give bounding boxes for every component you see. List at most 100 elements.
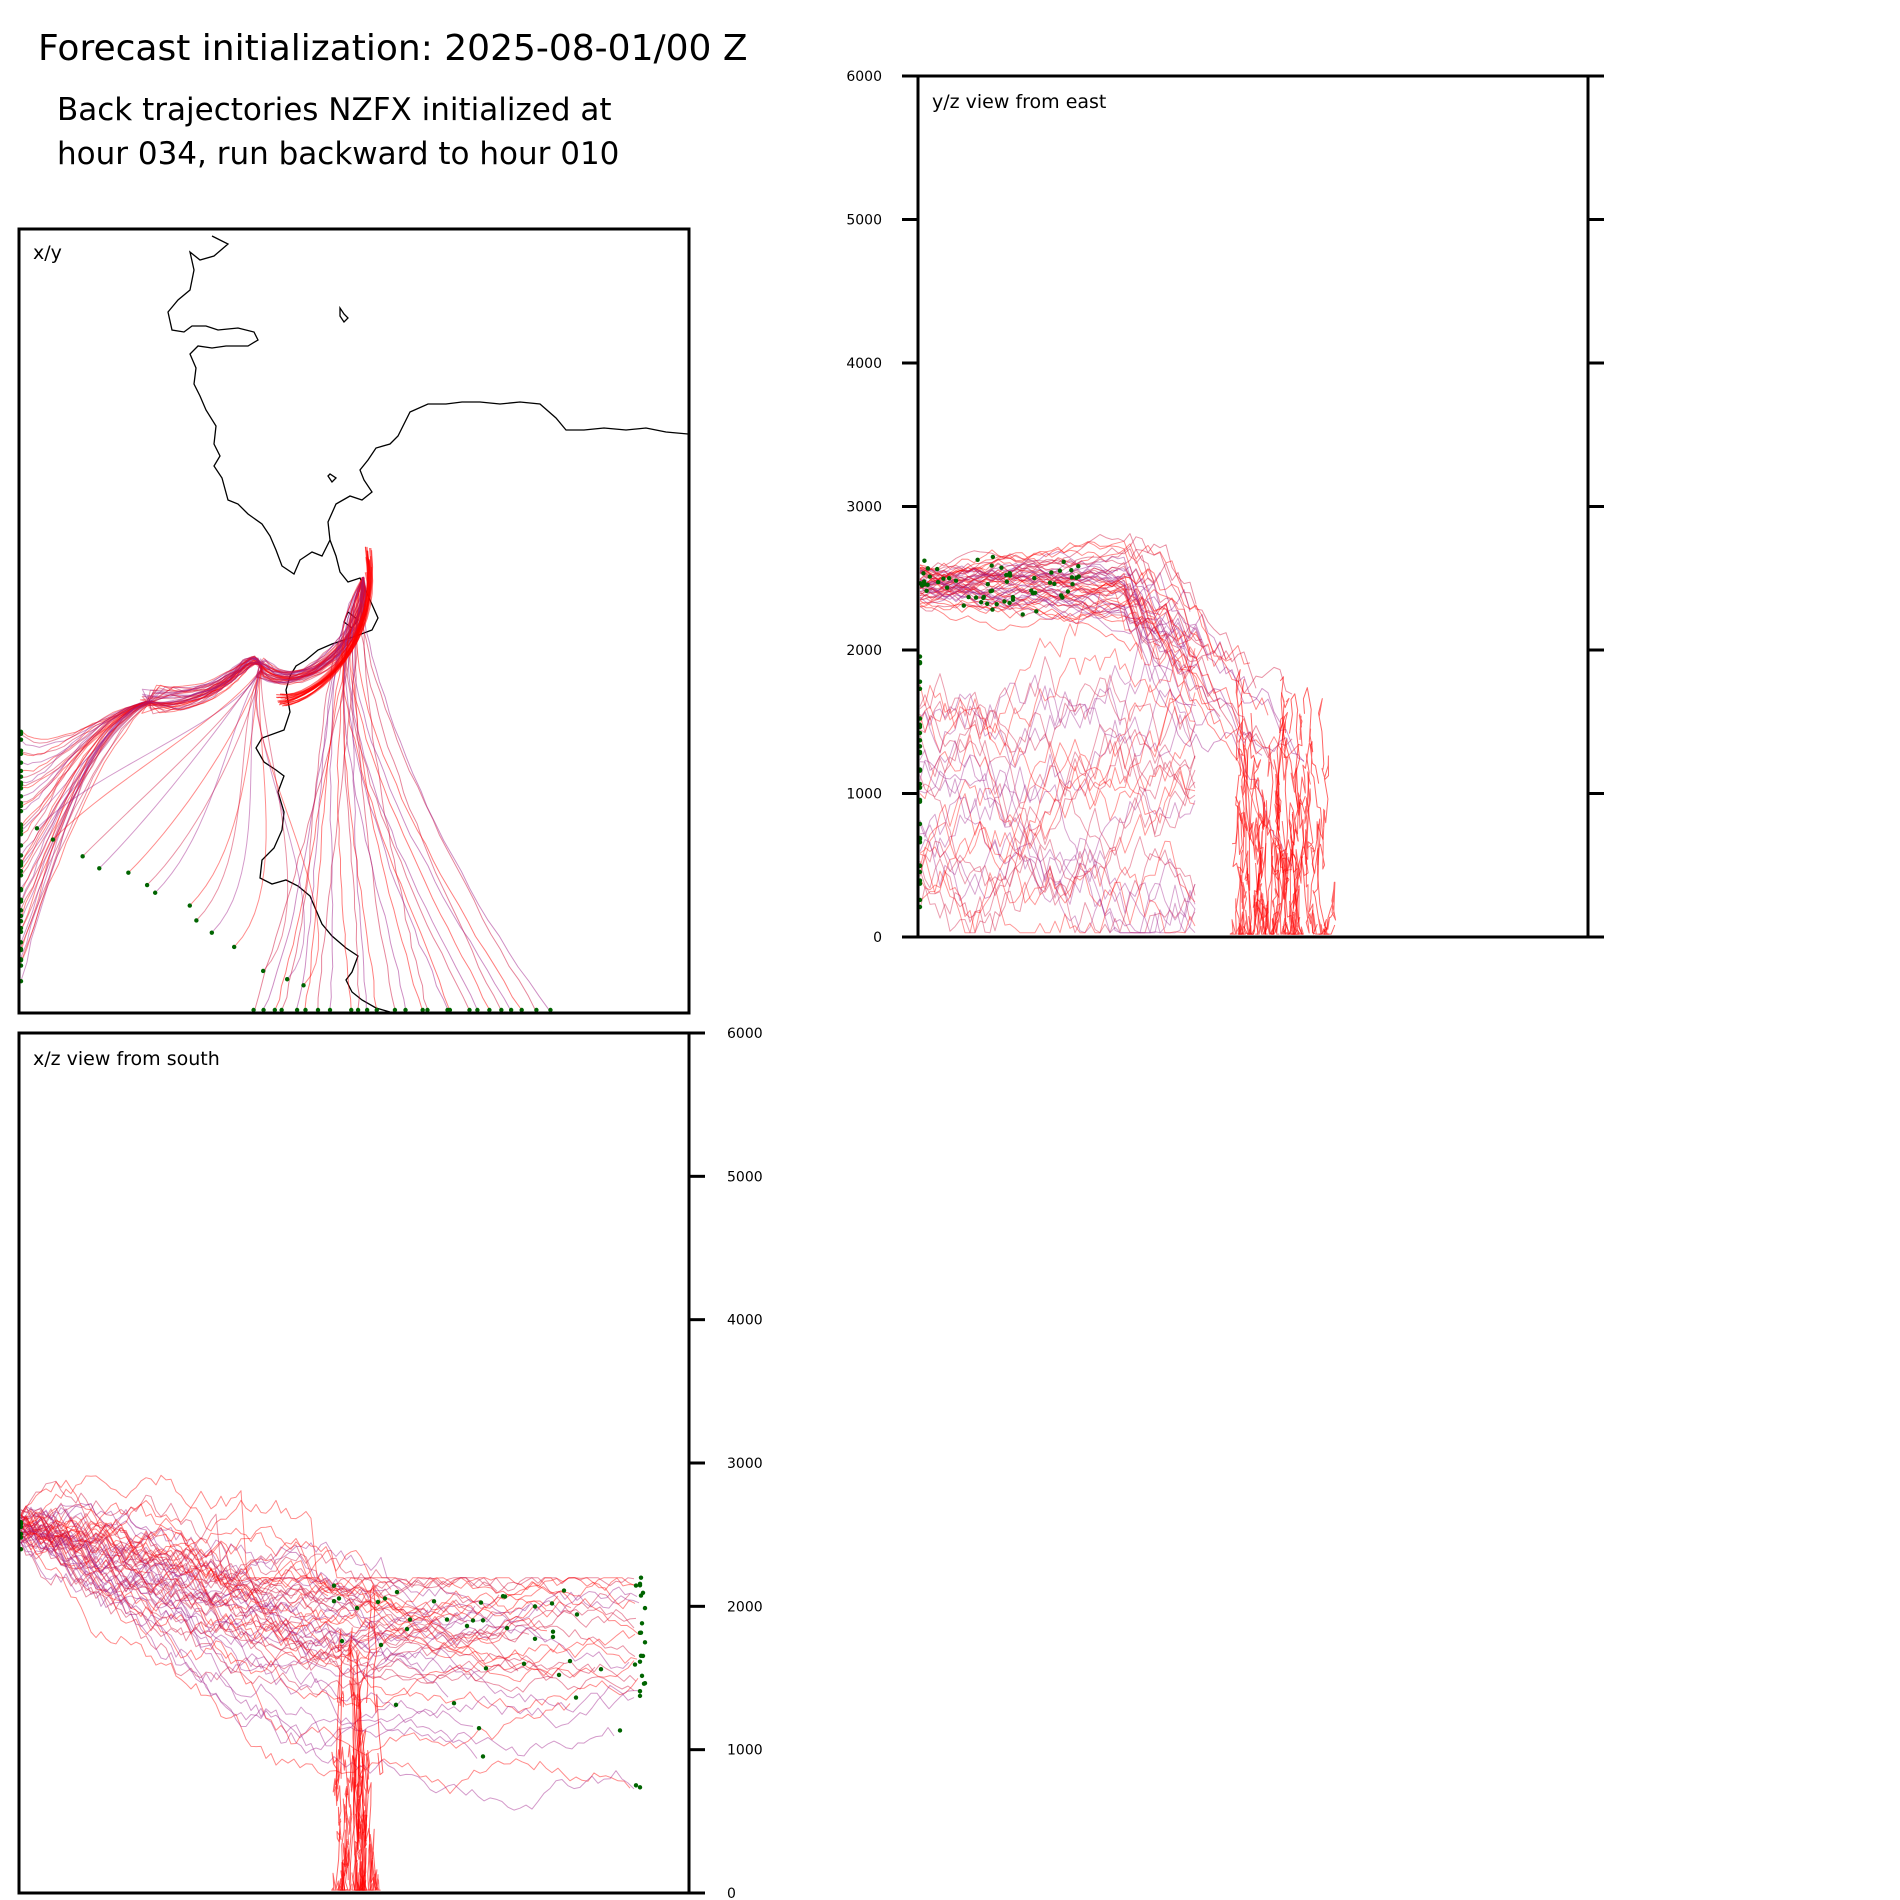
- trajectory-endpoint: [476, 1725, 482, 1731]
- trajectory-line: [21, 579, 365, 902]
- trajectory-line: [20, 1505, 630, 1669]
- trajectory-endpoint: [260, 968, 266, 974]
- trajectory-endpoint: [639, 1673, 645, 1679]
- trajectory-line: [20, 1533, 631, 1795]
- trajectory-endpoint: [921, 579, 927, 584]
- trajectory-endpoint: [1032, 590, 1038, 595]
- trajectory-line: [20, 1515, 449, 1698]
- trajectory-endpoint: [294, 1007, 300, 1013]
- trajectory-line: [1229, 850, 1244, 935]
- trajectory-endpoint: [1007, 600, 1012, 606]
- trajectory-endpoint: [953, 578, 959, 583]
- ytick-label: 0: [727, 1886, 736, 1900]
- xy-endpoint-markers: [18, 729, 553, 1013]
- trajectory-line: [331, 1820, 342, 1891]
- yz-panel-label: y/z view from east: [932, 91, 1107, 113]
- trajectory-endpoint: [375, 1599, 381, 1605]
- trajectory-line: [1232, 679, 1249, 884]
- trajectory-line: [20, 578, 366, 856]
- trajectory-line: [262, 578, 363, 1011]
- trajectory-line: [355, 1737, 364, 1891]
- trajectory-line: [20, 577, 366, 951]
- trajectory-endpoint: [393, 1702, 399, 1708]
- trajectory-line: [20, 576, 365, 932]
- trajectory-line: [919, 866, 1196, 934]
- trajectory-endpoint: [973, 595, 979, 600]
- trajectory-line: [20, 1521, 352, 1644]
- trajectory-line: [20, 577, 365, 798]
- trajectory-endpoint: [502, 1594, 508, 1599]
- trajectory-endpoint: [638, 1630, 644, 1635]
- trajectory-line: [1290, 796, 1306, 935]
- trajectory-line: [20, 1527, 481, 1680]
- trajectory-line: [919, 704, 1196, 860]
- trajectory-line: [20, 1528, 565, 1676]
- trajectory-line: [21, 578, 364, 766]
- trajectory-line: [919, 540, 1233, 662]
- trajectory-line: [19, 577, 365, 950]
- trajectory-endpoint: [152, 890, 158, 895]
- trajectory-line: [21, 1502, 502, 1651]
- trajectory-line: [20, 1533, 405, 1674]
- trajectory-line: [255, 667, 320, 986]
- trajectory-endpoint: [532, 1636, 538, 1641]
- trajectory-endpoint: [144, 882, 150, 888]
- trajectory-endpoint: [1052, 581, 1057, 587]
- trajectory-line: [919, 715, 1196, 845]
- trajectory-line: [919, 589, 1143, 633]
- trajectory-line: [919, 561, 1131, 598]
- trajectory-line: [919, 581, 1101, 612]
- trajectory-endpoint: [336, 1596, 342, 1601]
- trajectory-line: [343, 577, 378, 1012]
- trajectory-line: [919, 795, 1196, 934]
- trajectory-endpoint: [521, 1661, 527, 1667]
- trajectory-endpoint: [567, 1658, 573, 1664]
- trajectory-endpoint: [467, 1007, 472, 1013]
- trajectory-line: [21, 577, 366, 744]
- trajectory-endpoint: [642, 1680, 648, 1686]
- trajectory-line: [919, 559, 1077, 583]
- trajectory-endpoint: [50, 837, 56, 842]
- trajectory-endpoint: [985, 582, 990, 587]
- trajectory-line: [277, 546, 369, 699]
- trajectory-line: [1264, 855, 1280, 935]
- trajectory-endpoint: [946, 575, 952, 581]
- trajectory-line: [919, 770, 1196, 934]
- trajectory-endpoint: [925, 566, 931, 571]
- trajectory-line: [1280, 821, 1290, 935]
- trajectory-line: [348, 578, 479, 1012]
- trajectory-endpoint: [961, 603, 966, 608]
- trajectory-endpoint: [1007, 570, 1012, 576]
- trajectory-line: [919, 547, 1293, 695]
- coastline-segment: [339, 305, 349, 324]
- trajectory-endpoint: [1057, 568, 1063, 573]
- trajectory-endpoint: [34, 826, 40, 831]
- trajectory-endpoint: [1061, 559, 1066, 565]
- xz-panel-label: x/z view from south: [33, 1048, 220, 1070]
- trajectory-endpoint: [548, 1007, 553, 1013]
- trajectory-line: [20, 1523, 474, 1727]
- trajectory-line: [20, 1522, 639, 1714]
- trajectory-endpoint: [355, 1007, 361, 1013]
- trajectory-line: [361, 577, 551, 1013]
- trajectory-line: [260, 667, 289, 972]
- trajectory-endpoint: [126, 870, 131, 875]
- trajectory-endpoint: [617, 1728, 623, 1733]
- trajectory-line: [919, 573, 1221, 726]
- trajectory-line: [919, 698, 1196, 824]
- trajectory-line: [20, 1509, 329, 1597]
- trajectory-endpoint: [978, 600, 984, 605]
- trajectory-line: [20, 1519, 636, 1665]
- trajectory-line: [20, 1527, 380, 1613]
- trajectory-endpoint: [598, 1666, 604, 1672]
- trajectory-line: [36, 667, 263, 829]
- trajectory-line: [919, 584, 1131, 632]
- trajectory-line: [20, 577, 364, 944]
- trajectory-line: [20, 1517, 329, 1593]
- yz-trajectories: [919, 533, 1337, 935]
- trajectory-line: [20, 577, 365, 784]
- trajectory-endpoint: [487, 1007, 492, 1013]
- trajectory-endpoint: [989, 563, 994, 568]
- trajectory-endpoint: [941, 576, 946, 581]
- trajectory-line: [347, 1683, 362, 1816]
